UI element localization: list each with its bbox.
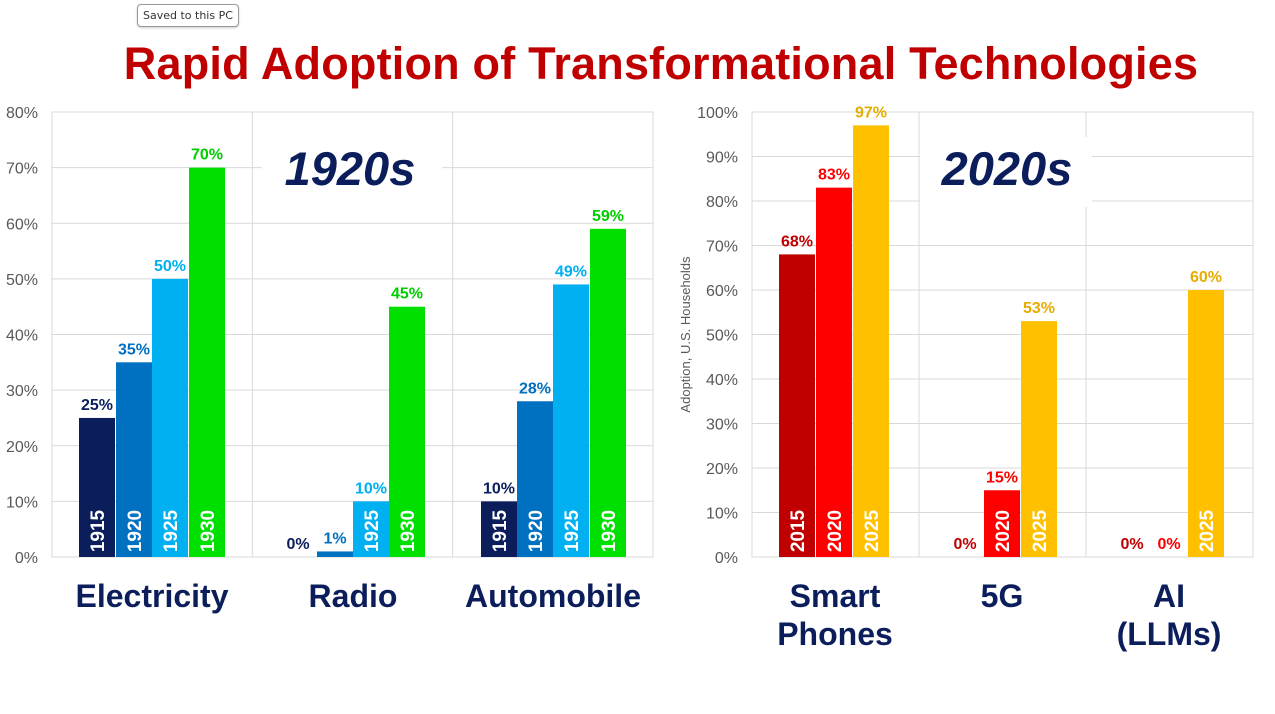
bar-year-label: 1915 (88, 509, 109, 552)
y-tick-label: 40% (6, 328, 38, 345)
bar-automobile-1920 (517, 401, 553, 557)
era-label: 2020s (941, 142, 1073, 195)
data-label: 0% (1120, 536, 1143, 553)
y-tick-label: 10% (706, 506, 738, 523)
era-label-background (920, 137, 1092, 207)
y-tick-label: 60% (706, 283, 738, 300)
data-label: 49% (555, 263, 587, 280)
bar-year-label: 2025 (1197, 509, 1218, 552)
bar-smart-phones-2020 (816, 187, 852, 557)
category-label-ai-llms: AI (LLMs) (1117, 578, 1222, 652)
y-tick-label: 50% (706, 328, 738, 345)
data-label: 70% (191, 147, 223, 164)
bar-radio-1930 (389, 306, 425, 557)
era-label: 1920s (285, 142, 416, 195)
bar-smart-phones-2025 (853, 125, 889, 557)
bar-5g-2025 (1021, 321, 1057, 557)
data-label: 53% (1023, 300, 1055, 317)
y-axis-title: Adoption, U.S. Households (678, 256, 693, 413)
category-label-5g: 5G (981, 578, 1024, 614)
data-label: 45% (391, 286, 423, 303)
data-label: 97% (855, 104, 887, 121)
bar-year-label: 2025 (862, 509, 883, 552)
data-label: 15% (986, 469, 1018, 486)
category-label-electricity: Electricity (76, 578, 229, 614)
bar-ai-llms-2025 (1188, 290, 1224, 557)
bar-year-label: 1920 (326, 510, 347, 552)
category-label-radio: Radio (309, 578, 398, 614)
y-tick-label: 60% (6, 216, 38, 233)
y-tick-label: 20% (706, 461, 738, 478)
bar-radio-1925 (353, 501, 389, 557)
data-label: 50% (154, 258, 186, 275)
category-label-automobile: Automobile (465, 578, 641, 614)
y-tick-label: 80% (706, 194, 738, 211)
data-label: 25% (81, 397, 113, 414)
bar-automobile-1925 (553, 284, 589, 557)
bar-year-label: 1925 (562, 509, 583, 552)
bar-year-label: 1925 (161, 509, 182, 552)
y-tick-label: 100% (697, 105, 738, 122)
data-label: 28% (519, 380, 551, 397)
data-label: 68% (781, 233, 813, 250)
data-label: 0% (953, 536, 976, 553)
bar-year-label: 2020 (993, 510, 1014, 552)
bar-year-label: 1930 (198, 510, 219, 552)
bar-automobile-1915 (481, 501, 517, 557)
y-tick-label: 70% (706, 239, 738, 256)
bar-year-label: 1930 (599, 510, 620, 552)
y-tick-label: 50% (6, 272, 38, 289)
y-tick-label: 80% (6, 105, 38, 122)
bar-year-label: 2025 (1030, 509, 1051, 552)
bar-5g-2020 (984, 490, 1020, 557)
bar-smart-phones-2015 (779, 254, 815, 557)
data-label: 10% (483, 480, 515, 497)
bar-electricity-1925 (152, 278, 188, 557)
bar-year-label: 1920 (125, 510, 146, 552)
data-label: 1% (323, 530, 346, 547)
data-label: 0% (286, 536, 309, 553)
y-tick-label: 90% (706, 150, 738, 167)
data-label: 59% (592, 208, 624, 225)
bar-year-label: 1930 (398, 510, 419, 552)
data-label: 0% (1157, 536, 1180, 553)
page-title: Rapid Adoption of Transformational Techn… (123, 38, 1199, 89)
y-tick-label: 0% (715, 550, 738, 567)
bar-radio-1920 (317, 551, 353, 557)
y-tick-label: 40% (706, 372, 738, 389)
saved-notification: Saved to this PC (137, 4, 239, 27)
bar-automobile-1930 (590, 228, 626, 557)
bar-electricity-1930 (189, 167, 225, 557)
data-label: 83% (818, 167, 850, 184)
data-label: 60% (1190, 269, 1222, 286)
y-tick-label: 20% (6, 439, 38, 456)
bar-year-label: 1925 (362, 509, 383, 552)
bar-year-label: 1915 (490, 509, 511, 552)
bar-year-label: 1920 (526, 510, 547, 552)
y-tick-label: 70% (6, 161, 38, 178)
bar-electricity-1920 (116, 362, 152, 557)
y-tick-label: 30% (6, 383, 38, 400)
bar-year-label: 2020 (825, 510, 846, 552)
y-tick-label: 10% (6, 494, 38, 511)
era-label-background (262, 137, 442, 207)
y-tick-label: 0% (15, 550, 38, 567)
data-label: 10% (355, 480, 387, 497)
category-label-smart-phones: Smart Phones (777, 578, 893, 652)
bar-electricity-1915 (79, 417, 115, 557)
y-tick-label: 30% (706, 417, 738, 434)
bar-year-label: 2015 (788, 509, 809, 552)
data-label: 35% (118, 341, 150, 358)
